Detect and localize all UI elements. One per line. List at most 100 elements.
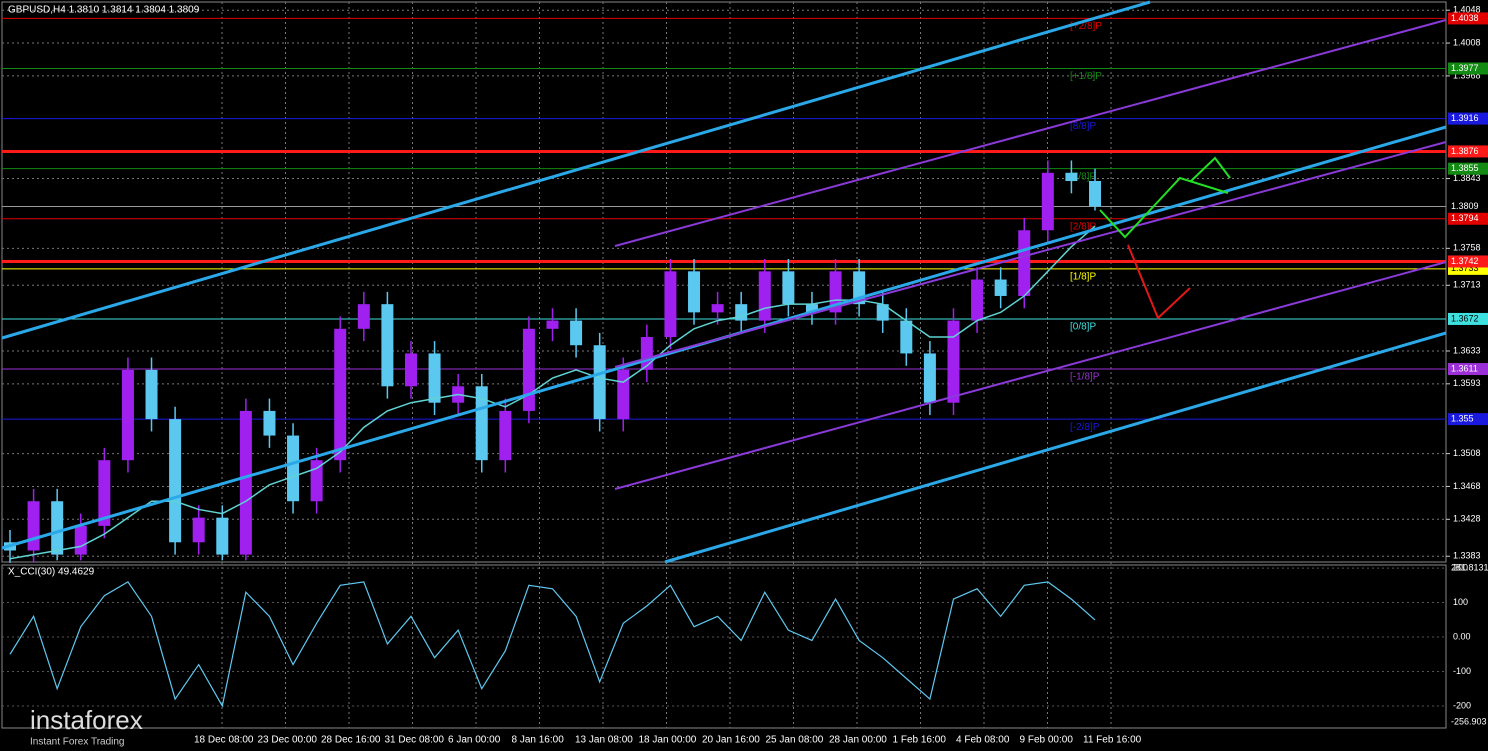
x-tick-label: 6 Jan 00:00: [448, 735, 501, 746]
y-tick-label: 1.3508: [1453, 448, 1481, 458]
candle-body: [51, 501, 64, 555]
candle-body: [428, 353, 441, 403]
indicator-tick-label: 200: [1453, 562, 1468, 572]
indicator-frame: [1, 564, 1447, 729]
candle-body: [121, 369, 134, 461]
murrey-tag: [0/8]P: [1070, 322, 1096, 333]
candle-body: [145, 369, 158, 420]
y-tick-label: 1.3713: [1453, 280, 1481, 290]
channel-line: [1, 0, 1151, 340]
price-label-bg: [1448, 12, 1488, 25]
murrey-tag: [-1/8]P: [1070, 372, 1100, 383]
murrey-tag: [-2/8]P: [1070, 422, 1100, 433]
price-label-bg: [1448, 62, 1488, 75]
x-tick-label: 13 Jan 08:00: [575, 735, 633, 746]
candle-body: [1065, 172, 1078, 182]
price-label: 1.3876: [1451, 146, 1479, 156]
x-tick-label: 8 Jan 16:00: [512, 735, 565, 746]
channel-line: [614, 261, 1447, 490]
candle-body: [570, 320, 583, 346]
price-label: 1.3794: [1451, 213, 1479, 223]
cci-line: [9, 581, 1096, 708]
price-label: 1.3809: [1451, 201, 1479, 211]
y-tick-label: 1.3468: [1453, 481, 1481, 491]
candle-body: [829, 271, 842, 313]
murrey-tag: [2/8]P: [1070, 221, 1096, 232]
indicator-tick-label: 100: [1453, 597, 1468, 607]
price-label: 1.3742: [1451, 256, 1479, 266]
candle-body: [947, 320, 960, 403]
candle-body: [263, 410, 276, 436]
x-tick-label: 18 Dec 08:00: [194, 735, 254, 746]
murrey-tag: [+1/8]P: [1070, 71, 1102, 82]
candle-body: [1089, 181, 1101, 207]
candle-body: [617, 369, 630, 420]
indicator-max: 281.8131: [1451, 562, 1488, 572]
y-tick-label: 1.4008: [1453, 37, 1481, 47]
indicator-title: X_CCI(30) 49.4629: [8, 567, 95, 578]
candle-body: [593, 345, 606, 420]
candle-body: [923, 353, 936, 403]
candle-body: [287, 435, 300, 502]
price-label-bg: [1448, 112, 1488, 125]
y-tick-label: 1.3843: [1453, 173, 1481, 183]
indicator-min: -256.903: [1451, 716, 1487, 726]
x-tick-label: 11 Feb 16:00: [1083, 735, 1142, 746]
candle-body: [758, 271, 771, 321]
brand-tagline: Instant Forex Trading: [30, 737, 125, 748]
moving-average: [9, 225, 1096, 560]
candle-body: [74, 525, 87, 555]
candle-body: [664, 271, 677, 338]
candle-body: [404, 353, 417, 387]
price-label: 1.3977: [1451, 63, 1479, 73]
y-tick-label: 1.3633: [1453, 345, 1481, 355]
candle-body: [1018, 230, 1031, 296]
candle-body: [994, 279, 1007, 296]
channel-line: [614, 19, 1447, 247]
candle-body: [310, 460, 323, 502]
price-label: 1.3916: [1451, 113, 1479, 123]
candle-body: [546, 320, 559, 329]
candle-body: [900, 320, 913, 354]
y-tick-label: 1.3593: [1453, 378, 1481, 388]
candle-body: [475, 386, 488, 461]
x-tick-label: 31 Dec 08:00: [385, 735, 445, 746]
main-frame: [1, 1, 1447, 563]
x-tick-label: 18 Jan 00:00: [639, 735, 697, 746]
candle-body: [522, 328, 535, 411]
price-label-bg: [1448, 212, 1488, 225]
price-label: 1.355: [1451, 414, 1474, 424]
y-tick-label: 1.3428: [1453, 514, 1481, 524]
price-label: 1.3672: [1451, 313, 1479, 323]
candle-body: [239, 410, 252, 555]
y-tick-label: 1.3383: [1453, 551, 1481, 561]
candle-body: [782, 271, 795, 305]
candle-body: [711, 304, 724, 313]
price-label-bg: [1448, 200, 1488, 213]
candle-body: [192, 517, 205, 543]
candle-body: [688, 271, 701, 313]
murrey-tag: [8/8]P: [1070, 121, 1096, 132]
price-label-bg: [1448, 145, 1488, 158]
price-label-bg: [1448, 312, 1488, 325]
y-tick-label: 1.3758: [1453, 243, 1481, 253]
x-tick-label: 9 Feb 00:00: [1020, 735, 1074, 746]
indicator-tick-label: -200: [1453, 700, 1471, 710]
price-label: 1.3855: [1451, 163, 1479, 173]
candle-body: [169, 419, 182, 543]
price-label-bg: [1448, 363, 1488, 376]
channel-line: [614, 141, 1447, 368]
indicator-tick-label: -100: [1453, 666, 1471, 676]
candle-body: [357, 304, 370, 329]
price-label-bg: [1448, 162, 1488, 175]
murrey-tag: [+2/8]P: [1070, 21, 1102, 32]
x-tick-label: 4 Feb 08:00: [956, 735, 1010, 746]
x-tick-label: 20 Jan 16:00: [702, 735, 760, 746]
brand: instaforex: [30, 705, 143, 735]
price-label: 1.3733: [1451, 263, 1479, 273]
candle-body: [735, 304, 748, 321]
candle-body: [381, 304, 394, 387]
